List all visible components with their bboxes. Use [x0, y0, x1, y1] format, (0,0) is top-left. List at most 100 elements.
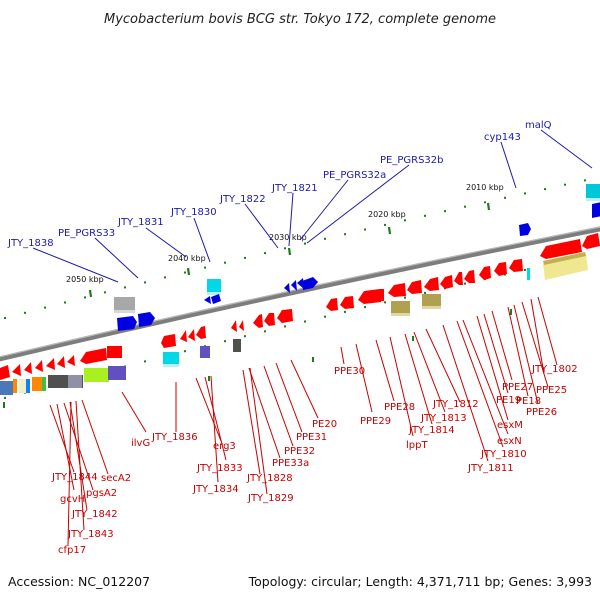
- gene-label: ilvG: [131, 438, 150, 449]
- reverse-leader-lines: [49, 296, 558, 547]
- gene-arrow: [284, 283, 290, 293]
- gene-arrow: [0, 365, 10, 380]
- gene-arrow: [582, 233, 600, 249]
- gene-label: PE18: [516, 396, 541, 407]
- genome-summary: Topology: circular; Length: 4,371,711 bp…: [248, 574, 592, 589]
- gene-label: JTY_1829: [247, 493, 294, 504]
- tick-dot: [244, 335, 246, 338]
- gene-arrow: [358, 289, 381, 304]
- gene-label: pgsA2: [86, 488, 117, 499]
- tick-dot: [4, 317, 6, 319]
- tick-dot: [144, 281, 146, 284]
- gene-label: PE_PGRS32a: [323, 170, 386, 181]
- gene-label: JTY_1813: [420, 413, 467, 424]
- gene-block: [32, 377, 42, 391]
- gene-block: [200, 346, 210, 358]
- gene-arrow: [161, 334, 176, 348]
- gene-arrow: [297, 278, 304, 289]
- tick-dot: [424, 291, 426, 294]
- tick-dot: [164, 276, 166, 279]
- tick-dot: [124, 286, 126, 289]
- gene-block: [543, 254, 588, 280]
- gene-block: [114, 297, 135, 310]
- gene-label: JTY_1842: [71, 509, 118, 520]
- gene-arrow: [35, 360, 43, 372]
- accession-label: Accession: NC_012207: [8, 574, 150, 589]
- tick-dot: [84, 296, 86, 299]
- gene-block: [207, 292, 221, 295]
- gene-arrow: [326, 298, 338, 311]
- gene-block: [13, 379, 17, 393]
- minor-tick-dots-outer: [4, 179, 586, 319]
- gene-label: JTY_1828: [246, 473, 293, 484]
- gene-label: JTY_1843: [67, 529, 114, 540]
- tick-dot: [464, 205, 466, 208]
- gene-block: [84, 368, 109, 382]
- tick-dot: [44, 306, 46, 309]
- tick-dot: [544, 188, 546, 191]
- gene-block: [114, 310, 135, 313]
- gene-arrow: [231, 320, 237, 332]
- genome-backbone: [0, 226, 600, 362]
- gene-arrow: [340, 296, 354, 309]
- tick-dot: [24, 311, 26, 314]
- gene-block: [207, 279, 221, 292]
- tick-dot: [284, 325, 286, 328]
- gene-arrow: [291, 280, 297, 291]
- tick-dot: [264, 252, 266, 255]
- gene-label: JTY_1830: [170, 207, 217, 218]
- gene-label: PPE29: [360, 416, 391, 427]
- tick-dot: [344, 233, 346, 236]
- gene-arrow: [180, 330, 187, 342]
- gene-label: PPE27: [502, 382, 533, 393]
- gene-label: JTY_1838: [7, 238, 54, 249]
- gene-block: [0, 381, 13, 395]
- tick-dot: [104, 291, 106, 294]
- scale-label-2050: 2050 kbp: [66, 275, 104, 284]
- gene-arrow: [138, 312, 155, 327]
- gene-block: [380, 289, 384, 301]
- gene-block: [543, 252, 586, 265]
- tick-dot: [64, 301, 66, 304]
- gene-label: PE19: [496, 395, 521, 406]
- tick-dot: [264, 330, 266, 333]
- gene-block: [19, 379, 26, 393]
- gene-arrow: [494, 262, 507, 276]
- gene-label: JTY_1831: [117, 217, 164, 228]
- gene-label: secA2: [101, 473, 131, 484]
- gene-block: [108, 366, 126, 380]
- gene-arrow: [117, 316, 137, 331]
- tick-dot: [524, 268, 526, 271]
- gene-arrow: [46, 358, 55, 370]
- gene-block: [163, 352, 179, 364]
- gene-arrow: [204, 296, 211, 304]
- gene-label: JTY_1834: [192, 484, 239, 495]
- gene-arrow: [67, 355, 75, 366]
- gene-arrow: [239, 320, 244, 331]
- gene-arrow: [253, 314, 263, 328]
- gene-arrow: [211, 294, 221, 304]
- tick-dot: [384, 223, 386, 226]
- tick-dot: [364, 228, 366, 231]
- tick-dot: [464, 282, 466, 285]
- gene-arrow: [479, 266, 491, 280]
- gene-label: PPE25: [536, 385, 567, 396]
- gene-arrow: [424, 277, 439, 291]
- gene-label: JTY_1811: [467, 463, 514, 474]
- gene-label: PE_PGRS32b: [380, 155, 444, 166]
- genome-backbone-highlight: [0, 226, 600, 358]
- gene-label: gcvH: [60, 494, 85, 505]
- gene-label: JTY_1844: [51, 472, 98, 483]
- gene-label: cyp143: [484, 132, 521, 143]
- tick-dot: [184, 350, 186, 353]
- gene-arrow: [302, 277, 318, 290]
- forward-gene-labels: JTY_1838 PE_PGRS33 JTY_1831 JTY_1830 JTY…: [7, 120, 552, 249]
- tick-dot: [324, 237, 326, 240]
- tick-dot: [324, 315, 326, 318]
- gene-arrow: [80, 348, 107, 364]
- gene-arrow: [12, 364, 21, 376]
- map-title: Mycobacterium bovis BCG str. Tokyo 172, …: [104, 12, 496, 27]
- gene-label: PE_PGRS33: [58, 228, 115, 239]
- tick-dot: [584, 179, 586, 182]
- gene-label: JTY_1814: [408, 425, 455, 436]
